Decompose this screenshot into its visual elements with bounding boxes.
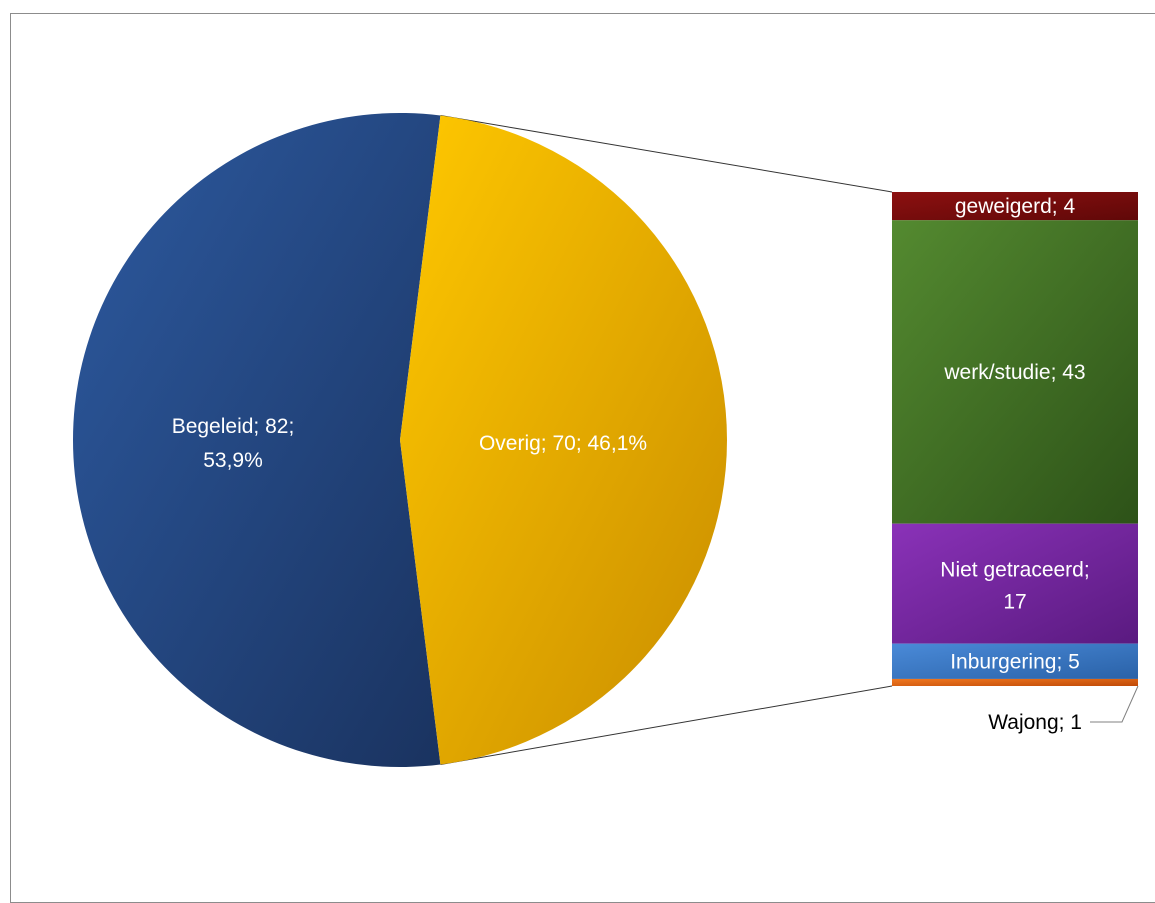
pie-label-begeleid: Begeleid; 82; bbox=[172, 415, 295, 438]
bar-segment-inburgering bbox=[892, 643, 1138, 679]
connector-line-bottom bbox=[440, 685, 893, 765]
bar-segment-niet-getraceerd bbox=[892, 523, 1138, 644]
bar-label-niet-getraceerd-value: 17 bbox=[1003, 591, 1026, 614]
pie-label-begeleid-percent: 53,9% bbox=[203, 449, 263, 472]
pie-slice-begeleid bbox=[72, 113, 441, 767]
bar-label-wajong: Wajong; 1 bbox=[988, 711, 1082, 734]
bar-segment-werk-studie bbox=[892, 220, 1138, 524]
pie-slice-overig bbox=[400, 115, 727, 765]
bar-label-werk-studie: werk/studie; 43 bbox=[943, 361, 1085, 384]
pie-label-overig: Overig; 70; 46,1% bbox=[479, 432, 647, 455]
bar-label-niet-getraceerd: Niet getraceerd; bbox=[940, 559, 1089, 582]
wajong-leader-line bbox=[1090, 685, 1139, 723]
connector-line-top bbox=[440, 115, 893, 193]
bar-label-inburgering: Inburgering; 5 bbox=[950, 650, 1080, 673]
bar-label-geweigerd: geweigerd; 4 bbox=[955, 195, 1076, 218]
bar-segment-geweigerd bbox=[892, 192, 1138, 221]
bar-segment-wajong bbox=[892, 678, 1138, 686]
